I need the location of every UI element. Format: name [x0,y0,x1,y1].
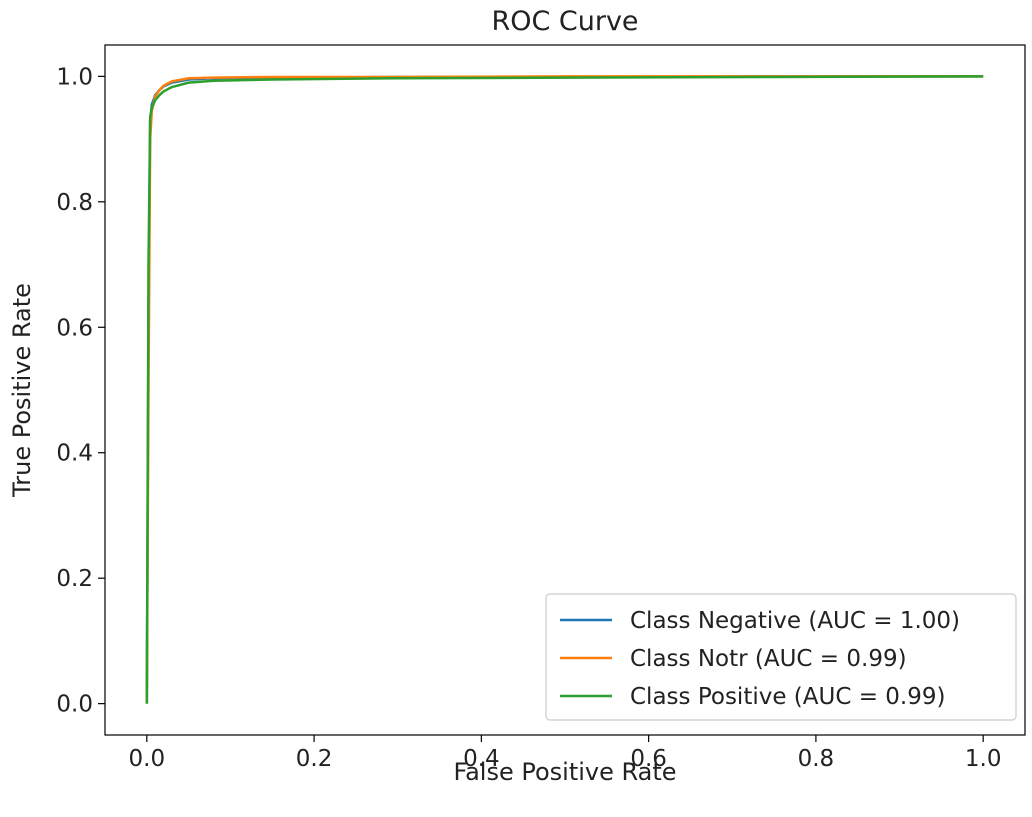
x-tick-label: 0.6 [630,746,667,772]
axis-ticks: 0.0 0.2 0.4 0.6 0.8 1.0 0.0 0.2 0.4 0.6 0.8 1.0 [56,64,1001,772]
legend-label-0: Class Negative (AUC = 1.00) [630,608,960,634]
y-tick-label: 0.0 [56,692,93,718]
x-axis-title: False Positive Rate [453,758,676,786]
x-tick-label: 0.4 [463,746,500,772]
y-tick-label: 0.2 [56,566,93,592]
y-tick-label: 0.4 [56,441,93,467]
y-tick-label: 0.8 [56,190,93,216]
y-tick-label: 0.6 [56,315,93,341]
legend-label-2: Class Positive (AUC = 0.99) [630,684,945,710]
y-tick-label: 1.0 [56,64,93,90]
x-tick-label: 0.2 [296,746,333,772]
series-lines [145,75,984,704]
chart-title: ROC Curve [491,6,638,37]
plot-frame [104,44,1026,736]
legend: Class Negative (AUC = 1.00) Class Notr (A… [545,593,1017,721]
series-line-2 [145,75,984,704]
y-axis-title: True Positive Rate [8,283,36,498]
legend-label-1: Class Notr (AUC = 0.99) [630,646,907,672]
x-tick-label: 1.0 [965,746,1002,772]
legend-box [545,593,1017,721]
x-tick-label: 0.0 [129,746,166,772]
x-tick-label: 0.8 [798,746,835,772]
